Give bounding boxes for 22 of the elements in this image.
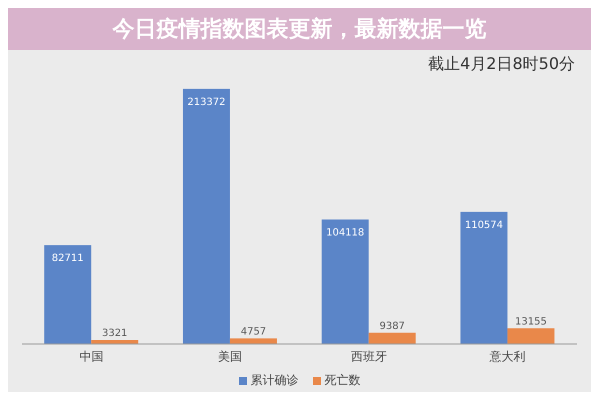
data-label: 213372 xyxy=(187,96,226,108)
data-label: 82711 xyxy=(52,253,84,264)
x-tick-label: 中国 xyxy=(79,350,104,364)
x-tick-label: 西班牙 xyxy=(350,350,387,364)
bar xyxy=(460,212,508,344)
data-label: 3321 xyxy=(102,328,128,340)
data-label: 13155 xyxy=(515,316,547,328)
bar xyxy=(322,220,369,344)
x-tick-label: 美国 xyxy=(218,350,242,364)
bar xyxy=(44,245,92,344)
data-label: 9387 xyxy=(379,320,405,332)
legend-label: 累计确诊 xyxy=(250,372,298,389)
data-label: 110574 xyxy=(464,220,504,231)
chart-subtitle: 截止4月2日8时50分 xyxy=(427,53,576,75)
bar xyxy=(182,88,230,344)
bar xyxy=(368,332,416,344)
bar xyxy=(507,328,554,344)
data-label: 104118 xyxy=(326,228,364,239)
x-tick-label: 意大利 xyxy=(488,350,526,364)
chart-title: 今日疫情指数图表更新，最新数据一览 xyxy=(8,8,591,50)
legend-label: 死亡数 xyxy=(324,372,360,389)
data-label: 4757 xyxy=(240,326,266,338)
